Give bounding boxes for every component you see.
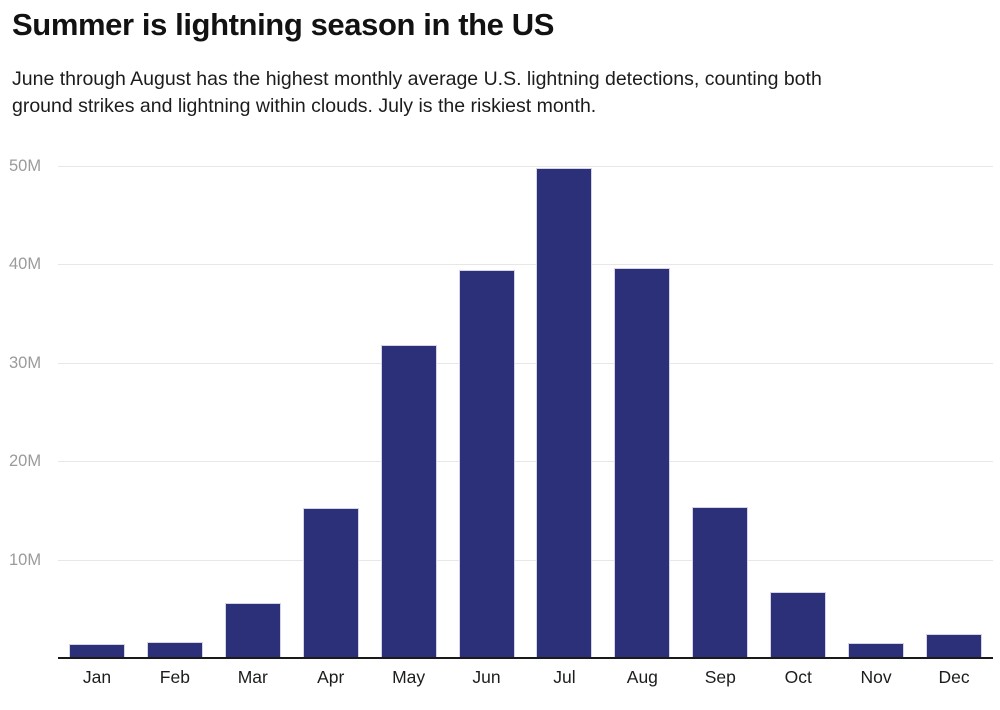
x-axis-label-oct: Oct [784, 667, 812, 687]
gridline-10m [58, 559, 993, 561]
x-axis-label-may: May [392, 667, 426, 687]
chart-title: Summer is lightning season in the US [12, 7, 554, 42]
chart-subtitle: June through August has the highest mont… [12, 66, 822, 120]
gridline-50m [58, 166, 993, 167]
bar-dec [926, 634, 983, 658]
y-axis-label-50m: 50M [9, 157, 42, 175]
bar-feb [146, 642, 203, 658]
x-axis: Jan Feb Mar Apr May Jun Jul Aug Sep Oct Nov Dec [58, 666, 993, 690]
gridline-30m [58, 362, 993, 364]
chart-subtitle-line-1: June through August has the highest mont… [12, 68, 822, 90]
y-axis-label-10m: 10M [9, 550, 42, 569]
bar-mar [224, 602, 281, 658]
bar-aug [614, 268, 671, 658]
bar-apr [302, 508, 359, 658]
y-axis-label-20m: 20M [9, 452, 42, 471]
x-axis-baseline [58, 657, 993, 659]
bar-nov [848, 643, 905, 658]
x-axis-label-apr: Apr [317, 667, 345, 687]
bar-may [380, 345, 437, 658]
x-axis-label-jun: Jun [472, 667, 501, 687]
bar-oct [770, 592, 827, 658]
chart-subtitle-line-2: ground strikes and lightning within clou… [12, 95, 597, 117]
y-axis-label-40m: 40M [9, 255, 42, 274]
x-axis-label-mar: Mar [237, 667, 268, 687]
plot-area [58, 166, 993, 658]
bar-jan [68, 644, 125, 658]
x-axis-label-dec: Dec [938, 667, 970, 687]
bar-jun [458, 270, 515, 658]
x-axis-label-jan: Jan [82, 667, 112, 687]
x-axis-label-jul: Jul [553, 667, 576, 687]
x-axis-label-aug: Aug [626, 667, 658, 687]
x-axis-label-sep: Sep [704, 667, 736, 687]
x-axis-label-nov: Nov [860, 667, 892, 687]
bar-jul [536, 167, 593, 658]
y-axis: 10M 20M 30M 40M 50M [0, 157, 52, 658]
gridline-40m [58, 264, 993, 266]
bar-sep [692, 507, 749, 658]
y-axis-label-30m: 30M [9, 353, 42, 372]
x-axis-label-feb: Feb [159, 667, 190, 687]
gridline-20m [58, 461, 993, 463]
